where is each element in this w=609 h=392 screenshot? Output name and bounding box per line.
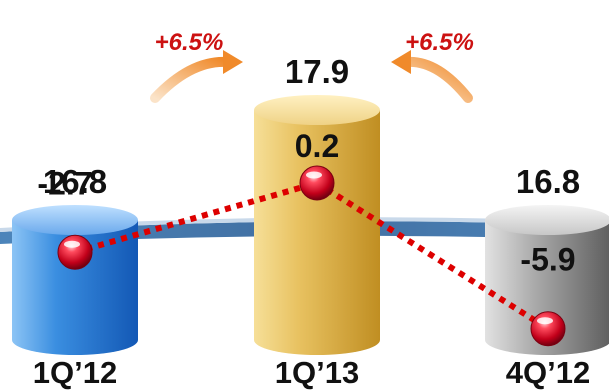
bar-value-label-1: 16.8: [43, 163, 107, 200]
bar-top-3: [485, 205, 609, 235]
line-point-2: [299, 165, 335, 201]
bar-value-label-2: 17.9: [285, 53, 349, 90]
bar-3: [485, 205, 609, 355]
growth-label-1: +6.5%: [155, 29, 224, 56]
category-label-2: 1Q’13: [275, 355, 359, 390]
growth-arrow-head-1: [223, 50, 243, 74]
labels-layer: 16.8 1Q’12 17.9 1Q’13 16.8 4Q’12 -2.7 0.2 -5.9: [33, 53, 590, 390]
bar-value-label-3: 16.8: [516, 163, 580, 200]
line-point-highlight-1: [64, 240, 80, 248]
growth-label-2: +6.5%: [405, 29, 474, 56]
line-value-label-3: -5.9: [520, 242, 575, 278]
growth-arrow-shaft-1: [150, 56, 232, 103]
growth-arrow-1: +6.5%: [150, 29, 243, 103]
line-point-highlight-2: [306, 171, 322, 179]
line-segment-2: [315, 180, 550, 332]
bars-layer: [12, 95, 609, 355]
bar-body-3: [485, 220, 609, 355]
line-point-3: [530, 311, 566, 347]
growth-arrow-2: +6.5%: [391, 29, 474, 103]
category-label-1: 1Q’12: [33, 355, 117, 390]
bar-2: [254, 95, 380, 355]
line-point-highlight-3: [537, 317, 553, 325]
line-value-label-1: -2.7: [37, 165, 92, 201]
line-segment-1: [74, 180, 318, 256]
bar-1: [12, 205, 138, 355]
line-value-label-2: 0.2: [295, 128, 339, 164]
line-point-1: [57, 234, 93, 270]
baseline-band-highlight: [0, 217, 609, 232]
bar-top-2: [254, 95, 380, 125]
bar-top-1: [12, 205, 138, 235]
category-label-3: 4Q’12: [506, 355, 590, 390]
bar-body-2: [254, 110, 380, 355]
growth-arrow-head-2: [391, 50, 411, 74]
growth-annotations: +6.5% +6.5%: [150, 29, 474, 103]
growth-arrow-shaft-2: [402, 56, 473, 103]
line-layer: [57, 165, 566, 347]
bar-body-1: [12, 220, 138, 355]
